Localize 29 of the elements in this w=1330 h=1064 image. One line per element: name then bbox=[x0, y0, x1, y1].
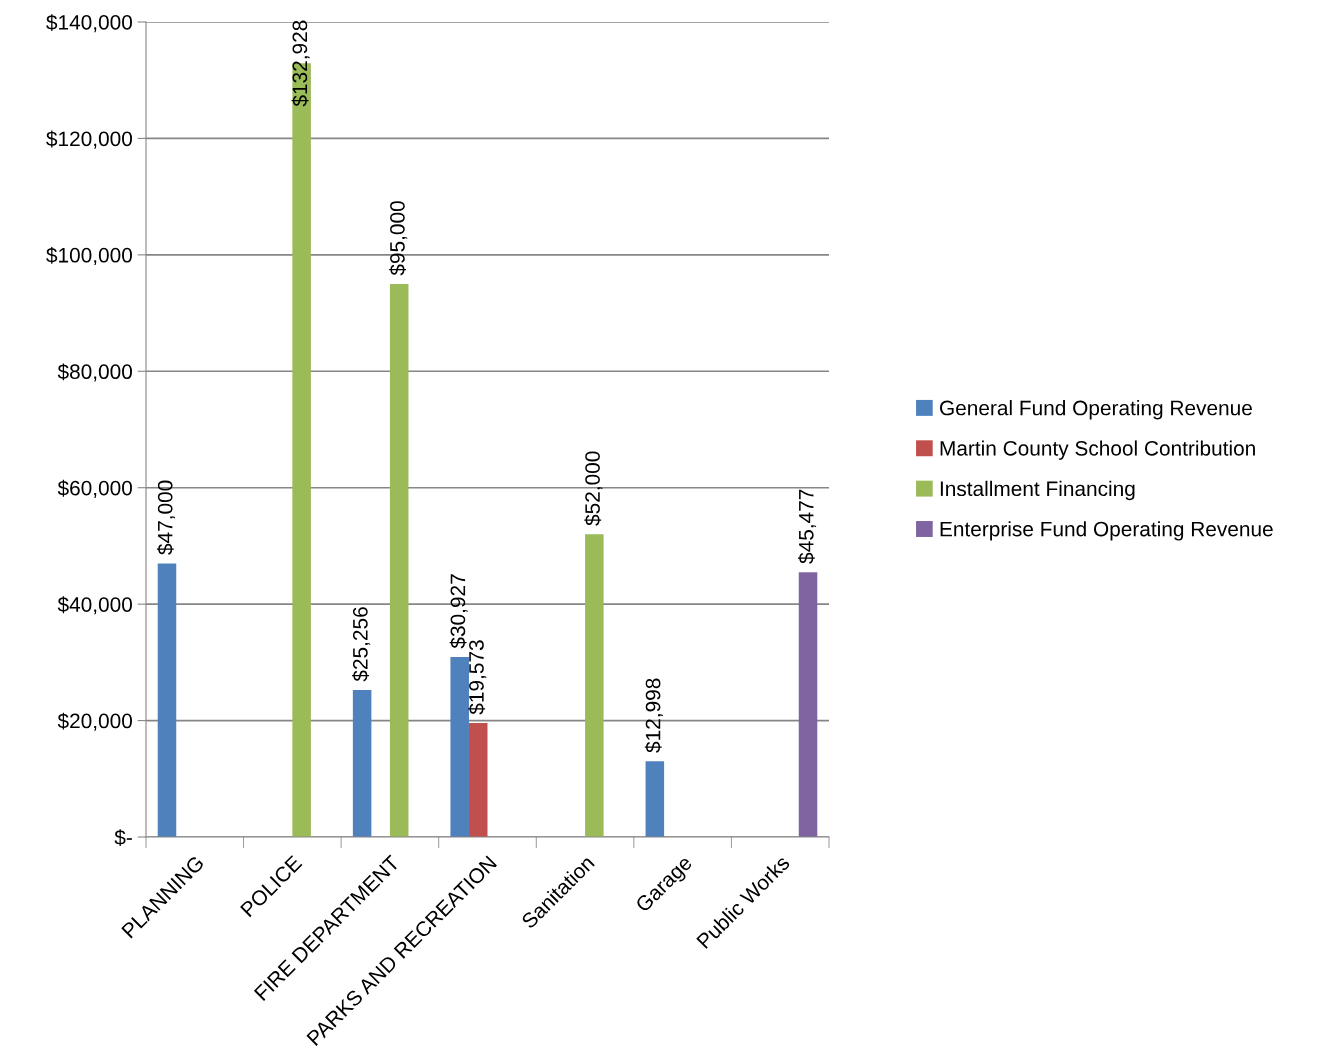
y-tick-label: $100,000 bbox=[46, 246, 132, 266]
bar bbox=[450, 656, 469, 837]
data-label: $45,477 bbox=[797, 489, 817, 564]
data-label: $25,256 bbox=[352, 607, 371, 682]
legend-label: Installment Financing bbox=[940, 480, 1135, 501]
y-tick-label: $60,000 bbox=[57, 479, 132, 498]
y-tick-label: $20,000 bbox=[57, 712, 132, 731]
data-label: $95,000 bbox=[389, 201, 408, 276]
bar bbox=[798, 572, 818, 837]
y-tick-label: $140,000 bbox=[46, 14, 132, 33]
bar bbox=[585, 534, 604, 837]
y-tick-label: $80,000 bbox=[57, 363, 132, 382]
legend-label: Martin County School Contribution bbox=[940, 440, 1255, 460]
legend-label: General Fund Operating Revenue bbox=[940, 400, 1252, 420]
data-label: $12,998 bbox=[644, 678, 663, 753]
y-tick-label: $40,000 bbox=[57, 596, 132, 615]
y-tick-label: $- bbox=[114, 829, 132, 846]
bar bbox=[468, 723, 488, 837]
bar bbox=[352, 689, 372, 837]
data-label: $30,927 bbox=[449, 574, 468, 649]
bar bbox=[645, 761, 665, 837]
data-label: $47,000 bbox=[156, 480, 176, 555]
y-tick-label: $120,000 bbox=[46, 130, 132, 149]
bar bbox=[157, 563, 177, 837]
data-label: $19,573 bbox=[468, 640, 487, 715]
data-label: $52,000 bbox=[584, 451, 603, 526]
data-label: $132,928 bbox=[291, 20, 310, 107]
bar bbox=[389, 283, 409, 837]
legend-label: Enterprise Fund Operating Revenue bbox=[940, 521, 1273, 541]
